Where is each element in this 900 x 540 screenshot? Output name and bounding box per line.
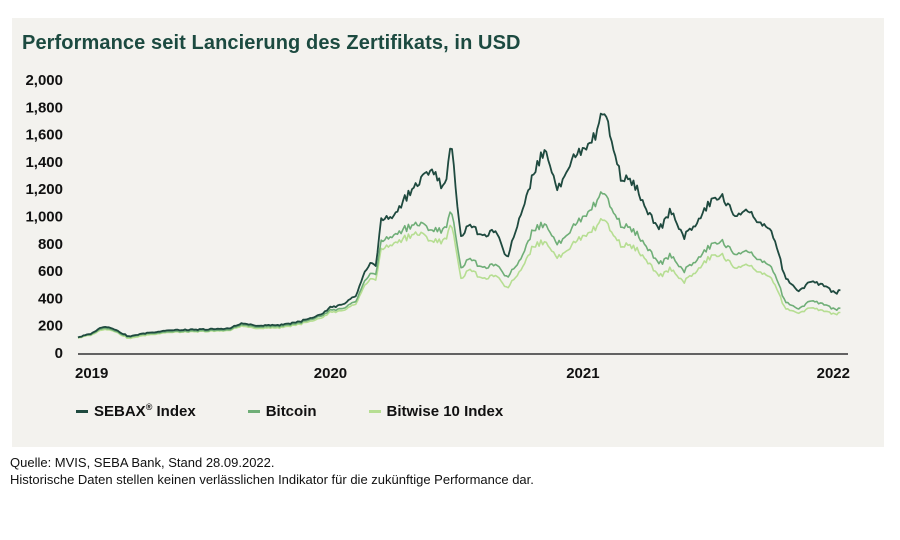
y-tick-label: 1,000 — [25, 209, 63, 226]
y-tick-label: 1,200 — [25, 181, 63, 198]
series-line-sebax — [77, 112, 841, 339]
legend-item-bitcoin: Bitcoin — [247, 402, 317, 420]
y-tick-label: 2,000 — [25, 72, 63, 89]
x-tick-label: 2019 — [75, 365, 108, 382]
y-tick-label: 0 — [55, 345, 63, 362]
y-tick-label: 800 — [38, 236, 63, 253]
legend-item-sebax: SEBAX® Index — [76, 402, 196, 420]
series-lines — [77, 112, 841, 340]
x-axis-tick-labels: 2019 2020 2021 2022 — [75, 365, 850, 382]
footnote-source: Quelle: MVIS, SEBA Bank, Stand 28.09.202… — [10, 455, 275, 470]
footnote-disclaimer: Historische Daten stellen keinen verläss… — [10, 472, 534, 487]
legend-label-bitcoin: Bitcoin — [265, 402, 317, 420]
y-tick-label: 200 — [38, 318, 63, 335]
y-tick-label: 1,800 — [25, 99, 63, 116]
y-tick-label: 400 — [38, 290, 63, 307]
y-tick-label: 1,400 — [25, 154, 63, 171]
legend-label-sebax: SEBAX® Index — [94, 402, 196, 420]
x-tick-label: 2021 — [566, 365, 599, 382]
chart-title: Performance seit Lancierung des Zertifik… — [22, 32, 521, 54]
series-line-bitcoin — [77, 191, 841, 339]
legend-label-bitwise: Bitwise 10 Index — [386, 402, 504, 420]
legend-swatch-bitwise — [368, 409, 381, 413]
y-axis-tick-labels: 0 200 400 600 800 1,000 1,200 1,400 1,600 1,800 2,… — [25, 72, 63, 362]
x-tick-label: 2020 — [314, 365, 347, 382]
x-tick-label: 2022 — [817, 365, 850, 382]
y-tick-label: 1,600 — [25, 127, 63, 144]
series-line-bitwise — [77, 217, 841, 340]
legend-swatch-sebax — [76, 409, 88, 413]
legend-item-bitwise: Bitwise 10 Index — [368, 402, 504, 420]
legend-swatch-bitcoin — [247, 409, 260, 413]
chart-legend: SEBAX® Index Bitcoin Bitwise 10 Index — [76, 402, 503, 420]
y-tick-label: 600 — [38, 263, 63, 280]
footnote: Quelle: MVIS, SEBA Bank, Stand 28.09.202… — [10, 454, 534, 488]
